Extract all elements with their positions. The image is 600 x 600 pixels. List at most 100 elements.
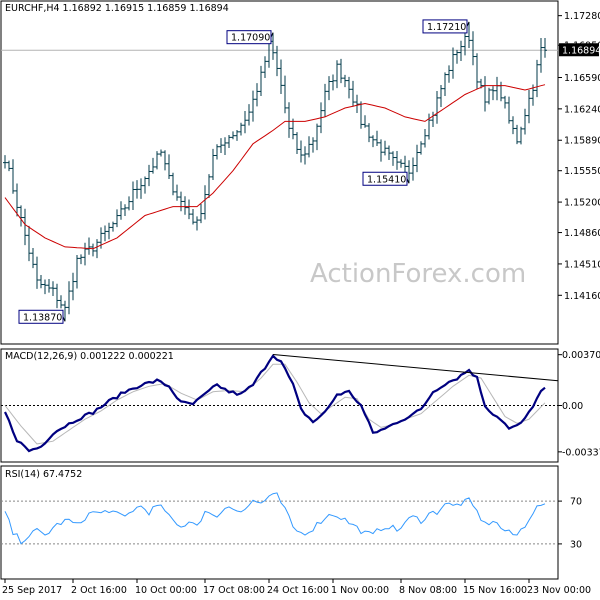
x-tick-label: 25 Sep 2017 — [2, 585, 62, 596]
price-bar — [11, 159, 15, 194]
price-bar — [215, 144, 219, 160]
moving-average-line — [4, 84, 546, 250]
price-bar — [347, 76, 351, 99]
price-bar — [7, 160, 11, 172]
price-bar — [83, 242, 87, 266]
current-price-label: 1.16894 — [562, 46, 600, 57]
price-bar — [127, 196, 131, 211]
price-bar — [455, 49, 459, 64]
price-bar — [87, 237, 91, 255]
price-bar — [179, 191, 183, 212]
price-bar — [187, 199, 191, 220]
macd-trendline — [272, 353, 559, 382]
price-bar — [199, 203, 203, 224]
price-bar — [31, 248, 35, 269]
macd-panel-title: MACD(12,26,9) 0.001222 0.000221 — [5, 351, 174, 362]
price-bar — [119, 201, 123, 220]
price-y-tick-label: 1.17280 — [564, 11, 600, 22]
price-bar — [411, 157, 415, 181]
price-annotation-label: 1.15410 — [367, 174, 406, 185]
x-tick-label: 10 Oct 00:00 — [135, 585, 197, 596]
macd-y-tick-label: 0.003705 — [562, 350, 600, 361]
price-bar — [111, 221, 115, 232]
macd-y-tick-label: 0.00 — [562, 401, 583, 412]
price-bar — [487, 87, 491, 105]
x-tick-label: 17 Oct 08:00 — [203, 585, 265, 596]
price-bar — [539, 37, 543, 73]
price-bar — [275, 45, 279, 77]
x-tick-label: 15 Nov 16:00 — [463, 585, 527, 596]
price-bar — [55, 283, 59, 309]
price-bar — [419, 141, 423, 155]
price-bar — [371, 135, 375, 148]
price-bar — [171, 172, 175, 196]
price-bar — [231, 131, 235, 140]
price-bar — [327, 76, 331, 101]
price-annotation: 1.15410 — [362, 171, 410, 186]
price-bar — [511, 116, 515, 135]
price-bar — [395, 150, 399, 170]
price-bar — [491, 86, 495, 101]
price-bar — [167, 154, 171, 179]
price-bar — [543, 37, 547, 58]
price-bar — [247, 104, 251, 126]
price-y-tick-label: 1.15890 — [564, 136, 600, 147]
x-tick-label: 2 Oct 16:00 — [71, 585, 127, 596]
price-bar — [191, 208, 195, 225]
price-bar — [95, 239, 99, 259]
price-bar — [479, 78, 483, 89]
price-bar — [471, 31, 475, 66]
price-bar — [223, 137, 227, 155]
macd-line — [4, 354, 546, 453]
price-bar — [423, 128, 427, 148]
x-tick-label: 24 Oct 16:00 — [267, 585, 329, 596]
price-bar — [27, 225, 31, 262]
price-panel-frame — [0, 0, 559, 345]
price-bar — [295, 132, 299, 154]
price-bar — [299, 140, 303, 163]
price-bar — [51, 281, 55, 297]
price-bar — [415, 144, 419, 173]
price-bar — [47, 278, 51, 293]
price-bar — [311, 137, 315, 153]
price-bar — [91, 243, 95, 257]
price-bar — [243, 110, 247, 134]
price-bar — [163, 150, 167, 171]
price-bar — [467, 21, 471, 49]
price-bar — [375, 130, 379, 147]
price-bar — [3, 155, 7, 169]
price-bar — [523, 108, 527, 135]
price-bar — [107, 222, 111, 240]
price-bar — [115, 209, 119, 228]
price-bar — [291, 118, 295, 140]
price-annotation-label: 1.13870 — [23, 312, 62, 323]
price-bar — [131, 181, 135, 211]
price-bar — [475, 53, 479, 90]
price-bar — [39, 274, 43, 289]
price-bar — [339, 58, 343, 84]
price-bar — [79, 254, 83, 265]
price-bar — [251, 90, 255, 122]
price-bar — [407, 160, 411, 184]
price-bar — [459, 40, 463, 61]
price-bar — [183, 196, 187, 215]
price-annotation-label: 1.17210 — [427, 22, 466, 33]
price-y-tick-label: 1.16240 — [564, 104, 600, 115]
price-bar — [235, 129, 239, 141]
price-bar — [315, 123, 319, 151]
price-bar — [135, 180, 139, 199]
price-bar — [43, 279, 47, 295]
rsi-panel-frame — [0, 465, 559, 580]
x-tick-label: 23 Nov 00:00 — [527, 585, 591, 596]
price-bar — [283, 75, 287, 114]
price-bar — [507, 96, 511, 124]
price-bar — [23, 208, 27, 246]
rsi-panel-title: RSI(14) 67.4752 — [5, 469, 82, 480]
rsi-y-tick-label: 30 — [570, 539, 582, 550]
price-y-tick-label: 1.15200 — [564, 198, 600, 209]
price-bar — [367, 123, 371, 143]
price-bar — [123, 204, 127, 217]
price-panel-title: EURCHF,H4 1.16892 1.16915 1.16859 1.1689… — [5, 3, 229, 14]
price-bar — [211, 148, 215, 181]
